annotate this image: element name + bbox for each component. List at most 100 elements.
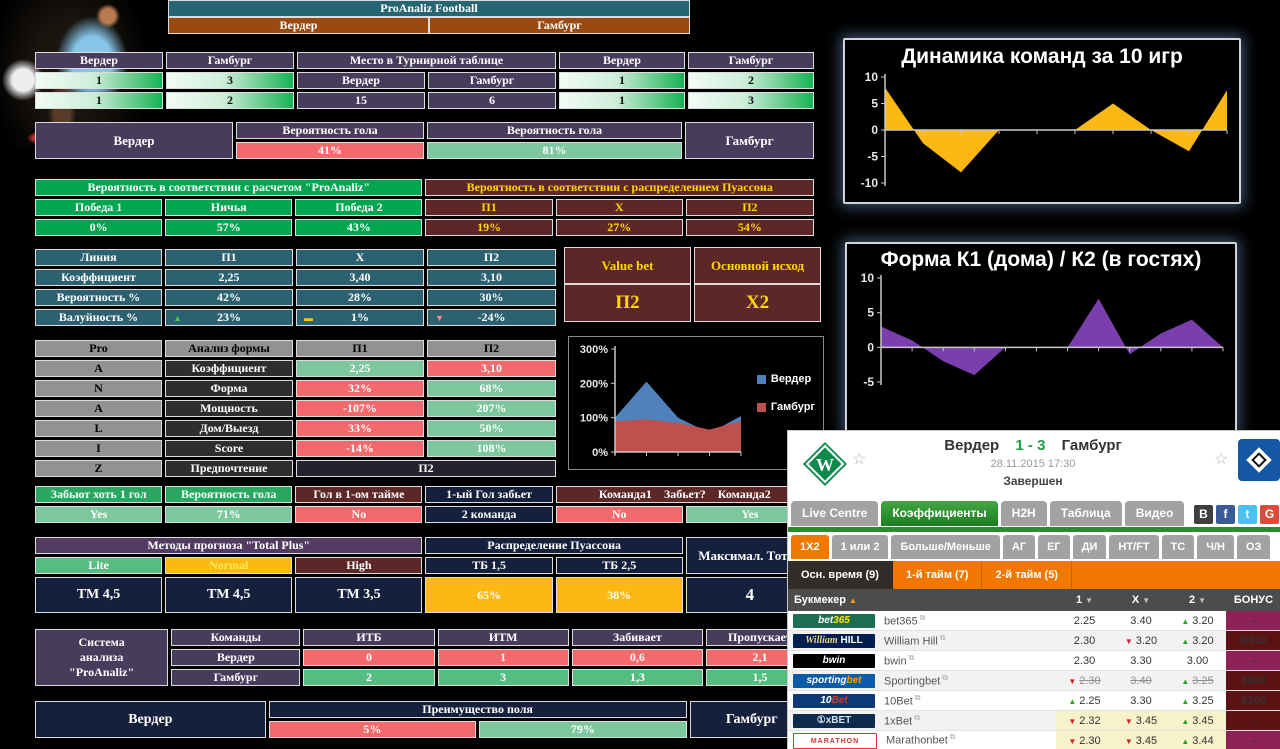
- odds-down-icon: ▼: [1125, 637, 1133, 646]
- social-icon-b[interactable]: B: [1194, 505, 1213, 524]
- probability-value: 41%: [236, 142, 424, 159]
- market-tab-аг[interactable]: АГ: [1003, 535, 1035, 559]
- sort-icon: ▼: [1142, 596, 1150, 605]
- bookmaker-link[interactable]: Marathonbet: [886, 735, 948, 747]
- odds-cell[interactable]: ▼3.45: [1113, 731, 1169, 749]
- probability-value: 30%: [427, 289, 556, 306]
- market-tab-ег[interactable]: ЕГ: [1038, 535, 1070, 559]
- app-title: ProAnaliz Football: [168, 0, 690, 17]
- favorite-star-away[interactable]: ☆: [1214, 449, 1228, 469]
- favorite-star-home[interactable]: ☆: [852, 449, 866, 469]
- odds-cell[interactable]: ▼2.30: [1056, 671, 1113, 691]
- bookmaker-link[interactable]: bet365: [884, 615, 918, 627]
- col-header: Анализ формы: [165, 340, 293, 357]
- value-cell: No: [556, 506, 683, 523]
- social-icon-f[interactable]: f: [1216, 505, 1235, 524]
- tab-коэффициенты[interactable]: Коэффициенты: [881, 501, 997, 526]
- odds-cell[interactable]: ▲2.25: [1056, 691, 1113, 711]
- period-tab-осн-время-9-[interactable]: Осн. время (9): [788, 561, 893, 589]
- svg-text:-10: -10: [861, 176, 879, 190]
- match-home-team: Вердер: [944, 437, 999, 454]
- tab-таблица[interactable]: Таблица: [1050, 501, 1122, 526]
- odds-cell[interactable]: 3.40: [1113, 611, 1169, 631]
- odds-cell[interactable]: ▼3.45: [1113, 711, 1169, 731]
- col-header: Вердер: [35, 52, 163, 69]
- market-tab-ч-н[interactable]: Ч/Н: [1197, 535, 1234, 559]
- section-title: Вероятность в соответствии с расчетом "P…: [35, 179, 422, 196]
- odds-cell[interactable]: 3.40: [1113, 671, 1169, 691]
- odds-cell[interactable]: ▼2.32: [1056, 711, 1113, 731]
- bonus-cell[interactable]: -: [1226, 651, 1280, 671]
- bookmaker-link[interactable]: bwin: [884, 655, 907, 667]
- value-cell: 68%: [427, 380, 556, 397]
- period-tab-1-й-тайм-7-[interactable]: 1-й тайм (7): [893, 561, 983, 589]
- odds-cell[interactable]: 2.30: [1056, 651, 1113, 671]
- market-tab-больше-меньше[interactable]: Больше/Меньше: [891, 535, 999, 559]
- market-tab-тс[interactable]: ТС: [1162, 535, 1195, 559]
- svg-text:5: 5: [867, 306, 874, 320]
- bonus-cell[interactable]: -: [1226, 711, 1280, 731]
- section-title: Распределение Пуассона: [425, 537, 682, 554]
- main-outcome-label: Основной исход: [695, 248, 820, 285]
- sort-header-bookmaker[interactable]: Букмекер ▲: [788, 589, 1056, 611]
- odds-cell[interactable]: ▲3.44: [1169, 731, 1226, 749]
- bonus-cell[interactable]: $500: [1226, 671, 1280, 691]
- market-tab-ди[interactable]: ДИ: [1073, 535, 1107, 559]
- tab-видео[interactable]: Видео: [1125, 501, 1185, 526]
- bookmaker-link[interactable]: William Hill: [884, 635, 938, 647]
- row-label: Коэффициент: [35, 269, 162, 286]
- col-header: Вердер: [559, 52, 685, 69]
- bookmaker-link[interactable]: Sportingbet: [884, 675, 940, 687]
- tab-live-centre[interactable]: Live Centre: [791, 501, 878, 526]
- market-tab-1x2[interactable]: 1X2: [791, 535, 829, 559]
- bookmaker-link[interactable]: 10Bet: [884, 695, 913, 707]
- sort-header-2[interactable]: 2 ▼: [1169, 589, 1226, 611]
- odds-cell[interactable]: ▲3.25: [1169, 691, 1226, 711]
- databar-cell: 1: [35, 92, 163, 109]
- svg-text:W: W: [816, 455, 834, 475]
- odds-cell[interactable]: 2.25: [1056, 611, 1113, 631]
- sort-asc-icon: ▲: [849, 596, 857, 605]
- row-label: Мощность: [165, 400, 293, 417]
- market-tab-оз[interactable]: ОЗ: [1237, 535, 1270, 559]
- odds-cell[interactable]: ▲3.45: [1169, 711, 1226, 731]
- odds-cell[interactable]: ▼2.30: [1056, 731, 1113, 749]
- sort-header-x[interactable]: X ▼: [1113, 589, 1169, 611]
- social-icon-g[interactable]: G: [1260, 505, 1279, 524]
- col-header: П1: [425, 199, 552, 216]
- bookmaker-link[interactable]: 1xBet: [884, 715, 912, 727]
- match-datetime: 28.11.2015 17:30: [878, 458, 1188, 470]
- value-cell: -107%: [296, 400, 424, 417]
- team-cell: Вердер: [35, 701, 266, 738]
- odds-cell[interactable]: 3.30: [1113, 651, 1169, 671]
- odds-down-icon: ▼: [1125, 717, 1133, 726]
- bonus-cell[interactable]: $300: [1226, 691, 1280, 711]
- svg-text:10: 10: [861, 272, 875, 285]
- sort-header-1[interactable]: 1 ▼: [1056, 589, 1113, 611]
- bonus-cell[interactable]: $/€10: [1226, 631, 1280, 651]
- odds-cell[interactable]: 2.30: [1056, 631, 1113, 651]
- odds-cell[interactable]: ▲3.20: [1169, 611, 1226, 631]
- trend-flat-icon: ▬: [304, 311, 313, 326]
- total-value: ТМ 3,5: [295, 577, 422, 613]
- value-cell: 0,6: [572, 649, 703, 666]
- external-link-icon: ⧉: [914, 713, 920, 722]
- odds-cell[interactable]: ▲3.20: [1169, 631, 1226, 651]
- period-tab-2-й-тайм-5-[interactable]: 2-й тайм (5): [982, 561, 1072, 589]
- market-tab-нт-ft[interactable]: НТ/FT: [1109, 535, 1158, 559]
- bonus-cell[interactable]: -: [1226, 611, 1280, 631]
- odds-cell[interactable]: ▲3.25: [1169, 671, 1226, 691]
- advantage-value: 5%: [269, 721, 476, 738]
- odds-cell[interactable]: 3.00: [1169, 651, 1226, 671]
- odds-cell[interactable]: ▼3.20: [1113, 631, 1169, 651]
- value-cell: 32%: [296, 380, 424, 397]
- value-cell: 2 команда: [425, 506, 552, 523]
- social-icon-t[interactable]: t: [1238, 505, 1257, 524]
- databar-cell: 1: [559, 72, 685, 89]
- odds-cell[interactable]: 3.30: [1113, 691, 1169, 711]
- tab-h2h[interactable]: H2H: [1001, 501, 1047, 526]
- col-header: П2: [686, 199, 814, 216]
- market-tab-1-или-2[interactable]: 1 или 2: [832, 535, 889, 559]
- team-cell: Гамбург: [171, 669, 300, 686]
- bonus-cell[interactable]: -: [1226, 731, 1280, 749]
